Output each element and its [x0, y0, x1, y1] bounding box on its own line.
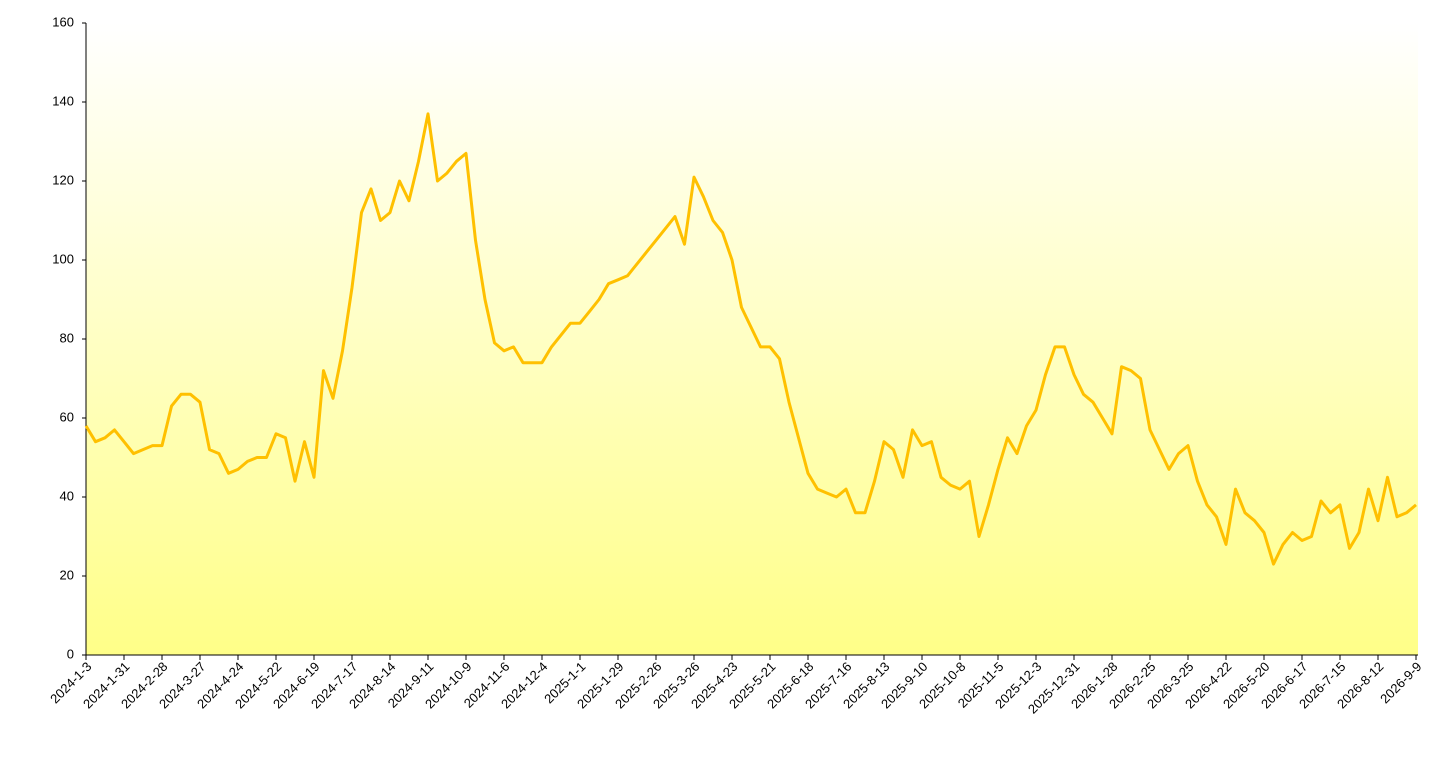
y-tick-label: 40	[60, 488, 74, 503]
y-tick-label: 140	[52, 93, 74, 108]
y-tick-label: 120	[52, 172, 74, 187]
y-tick-label: 100	[52, 251, 74, 266]
x-tick-label: 2026-9-9	[1377, 659, 1424, 706]
plot-area	[86, 23, 1418, 655]
y-tick-label: 60	[60, 409, 74, 424]
y-tick-label: 0	[67, 646, 74, 661]
y-tick-label: 80	[60, 330, 74, 345]
y-tick-label: 20	[60, 567, 74, 582]
y-tick-label: 160	[52, 14, 74, 29]
line	[84, 112, 1417, 566]
